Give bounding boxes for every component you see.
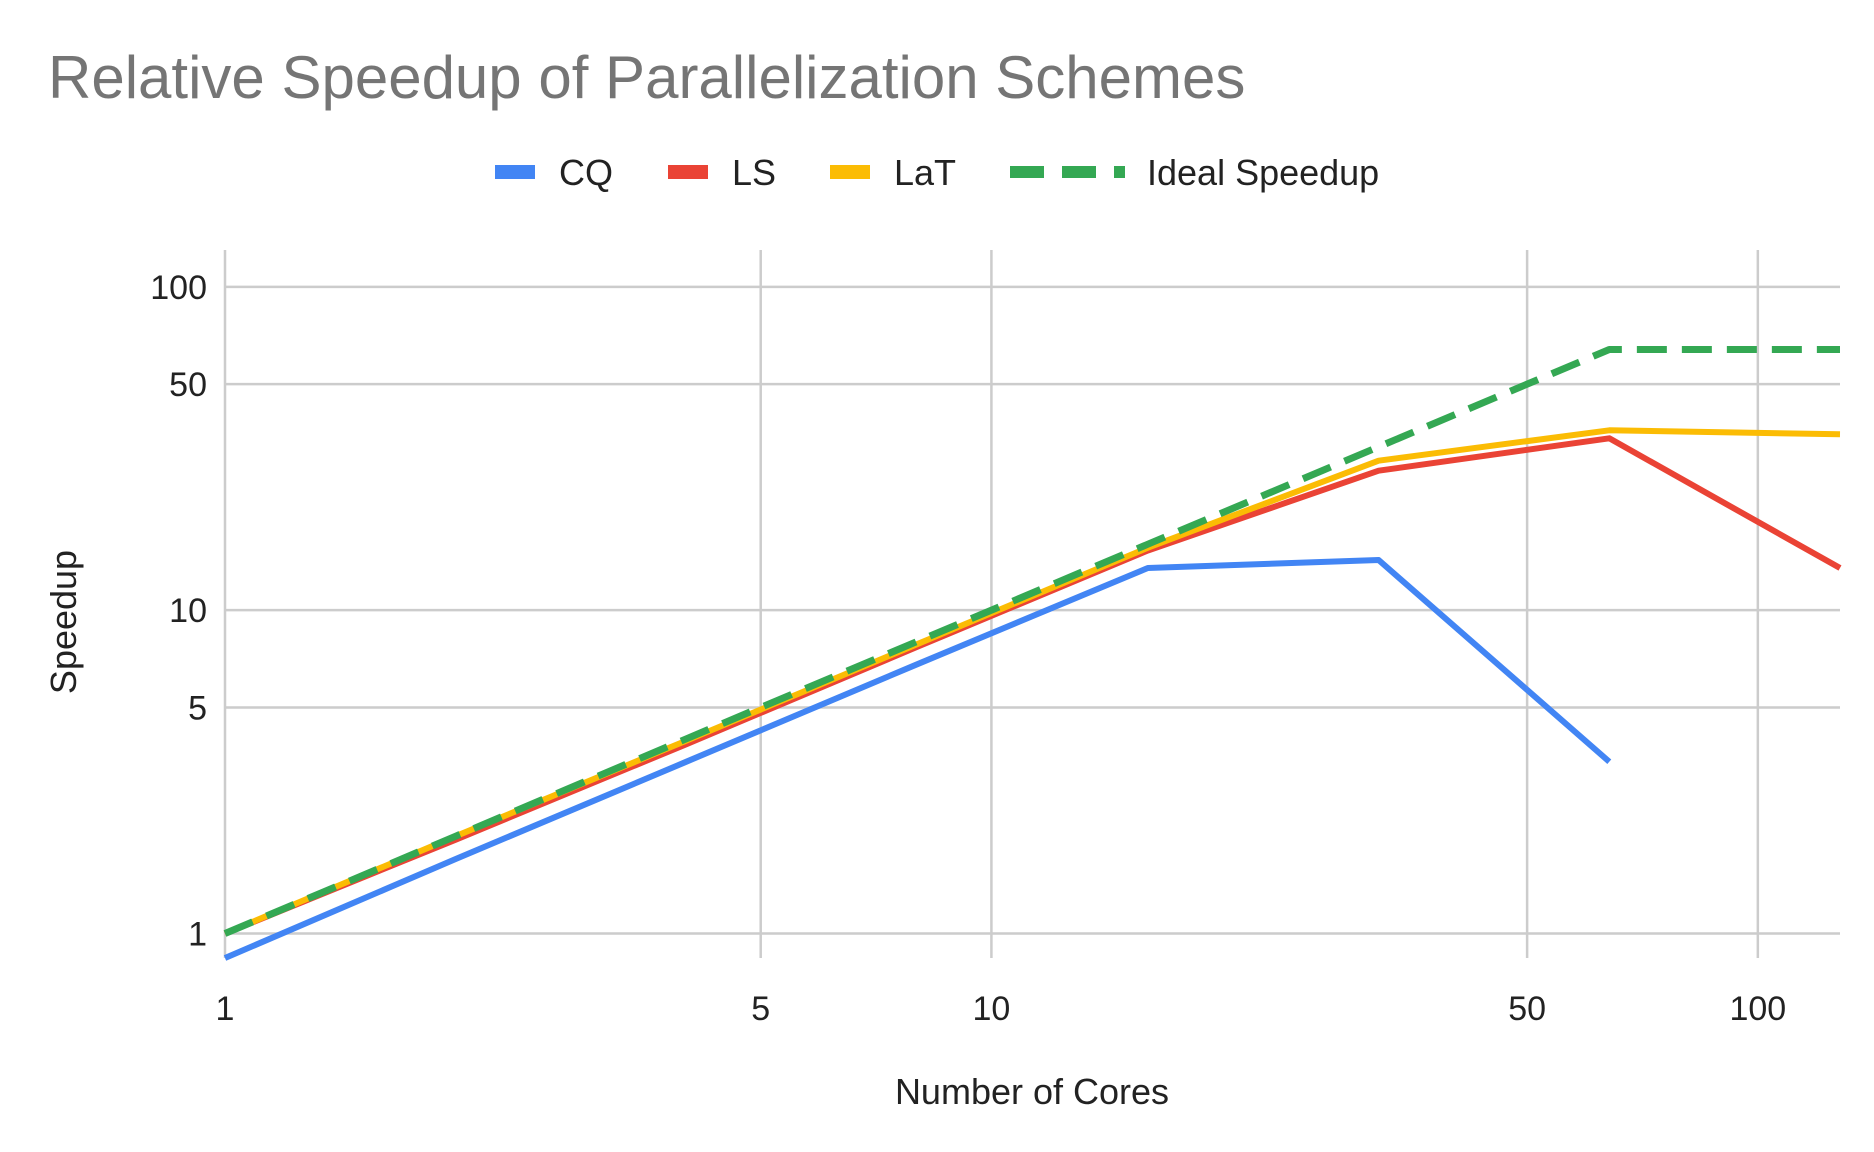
series-lines [223,346,1842,961]
x-axis-label: Number of Cores [895,1071,1169,1112]
series-line-ls [223,435,1842,937]
tick-labels: 1 5 10 50 100 1 5 10 50 100 [150,269,1786,1028]
x-tick-label-1: 1 [216,990,235,1028]
legend-label-ls: LS [732,152,776,193]
gridlines [223,250,1840,958]
y-tick-label-10: 10 [169,592,207,630]
y-tick-label-5: 5 [188,690,207,728]
legend-label-ideal-speedup: Ideal Speedup [1147,152,1379,193]
legend-swatch-lat [830,165,870,179]
y-tick-label-100: 100 [150,269,207,307]
legend-swatch-cq [495,165,535,179]
y-tick-label-1: 1 [188,916,207,954]
x-tick-label-100: 100 [1729,990,1786,1028]
x-tick-label-5: 5 [751,990,770,1028]
series-line-lat [223,427,1841,937]
series-line-ideal-speedup [223,346,1840,937]
legend-swatch-ls [668,165,708,179]
series-line-cq [223,557,1612,961]
x-tick-label-10: 10 [973,990,1011,1028]
chart-title: Relative Speedup of Parallelization Sche… [48,44,1245,111]
x-tick-label-50: 50 [1508,990,1546,1028]
legend-label-lat: LaT [894,152,956,193]
y-tick-label-50: 50 [169,366,207,404]
legend-label-cq: CQ [559,152,613,193]
legend: CQ LS LaT Ideal Speedup [495,152,1379,193]
y-axis-label: Speedup [43,550,84,694]
